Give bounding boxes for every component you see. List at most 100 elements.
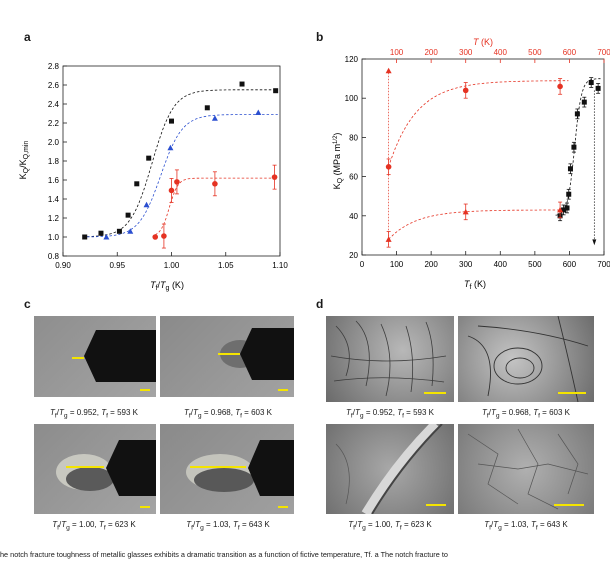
data-point [588, 80, 594, 86]
top-tick-label: 500 [528, 48, 542, 57]
chart-b-xlabel: Tf (K) [464, 279, 486, 291]
micrograph-c2 [160, 316, 294, 397]
data-point [152, 234, 159, 240]
fit-curve [388, 209, 569, 240]
top-tick-label: 400 [494, 48, 508, 57]
scale-bar [558, 392, 586, 394]
micrograph-c3 [34, 424, 156, 514]
scale-bar [424, 392, 446, 394]
panel-letter-c: c [24, 297, 31, 311]
y-tick-label: 80 [349, 133, 358, 142]
y-tick-label: 20 [349, 251, 358, 260]
fractograph-d2 [458, 316, 594, 402]
y-tick-label: 1.4 [48, 195, 60, 204]
fit-curve [388, 80, 569, 167]
data-point [574, 111, 580, 117]
top-tick-label: 300 [459, 48, 473, 57]
y-tick-label: 60 [349, 173, 358, 182]
data-point [211, 115, 218, 121]
x-tick-label: 100 [390, 260, 404, 269]
data-point [239, 81, 245, 87]
figure-caption: he notch fracture toughness of metallic … [0, 550, 448, 559]
arrow-head [385, 67, 392, 74]
caption-c1: Tf/Tg = 0.952, Tf = 593 K [50, 408, 138, 420]
chart-b-top-label: T (K) [473, 37, 493, 47]
x-tick-label: 500 [528, 260, 542, 269]
data-point [271, 174, 278, 180]
fractograph-d1 [326, 316, 454, 402]
data-point [169, 118, 174, 124]
plot-frame [62, 65, 281, 257]
data-point [581, 99, 587, 105]
data-point [557, 83, 563, 90]
data-point [134, 181, 140, 187]
y-tick-label: 2.2 [48, 119, 60, 128]
data-point [462, 87, 469, 94]
x-tick-label: 1.05 [218, 261, 234, 270]
data-point [143, 201, 150, 208]
scale-bar [140, 506, 150, 508]
fractograph-d4 [458, 424, 594, 514]
x-tick-label: 300 [459, 260, 473, 269]
chart-a-ylabel: KQ/KQ,min [18, 141, 30, 180]
fit-curve [82, 114, 278, 238]
y-tick-label: 0.8 [48, 252, 60, 261]
panel-letter-a: a [24, 30, 31, 44]
data-point [595, 85, 601, 91]
notch-measure-bar [66, 466, 104, 468]
data-point [255, 109, 262, 116]
data-point [564, 205, 570, 211]
notch-measure-bar [72, 357, 84, 359]
scale-bar [426, 504, 446, 506]
y-tick-label: 1.8 [48, 157, 60, 166]
chart-b: T (K) KQ (MPa m1/2) Tf (K) 0 100 200 300 400… [332, 37, 610, 291]
caption-d1: Tf/Tg = 0.952, Tf = 593 K [346, 408, 434, 420]
x-tick-label: 0.90 [55, 261, 71, 270]
micrograph-c4 [160, 424, 294, 514]
caption-c4: Tf/Tg = 1.03, Tf = 643 K [186, 520, 270, 532]
x-tick-label: 200 [424, 260, 438, 269]
data-point [161, 233, 167, 239]
top-tick-label: 700 [597, 48, 610, 57]
x-tick-label: 1.00 [164, 261, 180, 270]
data-point [116, 228, 122, 234]
x-tick-label: 400 [494, 260, 508, 269]
chart-a-xlabel: Tf/Tg (K) [150, 280, 184, 292]
notch-measure-bar [190, 466, 246, 468]
y-tick-label: 2.0 [48, 138, 60, 147]
top-tick-label: 100 [390, 48, 404, 57]
x-tick-label: 0.95 [109, 261, 125, 270]
data-point [561, 207, 567, 213]
y-tick-label: 1.6 [48, 176, 60, 185]
fit-curve [154, 177, 277, 236]
data-point [167, 144, 174, 151]
data-point [557, 206, 564, 213]
y-tick-label: 40 [349, 212, 358, 221]
micrograph-c1 [34, 316, 156, 397]
data-point [103, 234, 110, 240]
x-tick-label: 600 [563, 260, 577, 269]
caption-c3: Tf/Tg = 1.00, Tf = 623 K [52, 520, 136, 532]
data-point [98, 230, 104, 236]
data-point [571, 144, 577, 150]
data-point [385, 164, 392, 170]
data-point [566, 191, 572, 197]
scale-bar [554, 504, 584, 506]
y-tick-label: 1.2 [48, 214, 60, 223]
caption-d4: Tf/Tg = 1.03, Tf = 643 K [484, 520, 568, 532]
data-point [125, 212, 131, 218]
y-tick-label: 2.6 [48, 81, 60, 90]
x-tick-label: 1.10 [272, 261, 288, 270]
y-tick-label: 100 [345, 94, 359, 103]
x-tick-label: 700 [597, 260, 610, 269]
panel-letter-b: b [316, 30, 324, 44]
scale-bar [278, 389, 288, 391]
data-point [385, 236, 392, 242]
chart-b-ylabel: KQ (MPa m1/2) [332, 133, 344, 190]
data-point [82, 234, 88, 240]
y-tick-label: 2.4 [48, 100, 60, 109]
data-point [146, 155, 152, 161]
data-point [212, 181, 218, 187]
plot-frame [361, 58, 605, 256]
fit-curve [82, 89, 278, 238]
